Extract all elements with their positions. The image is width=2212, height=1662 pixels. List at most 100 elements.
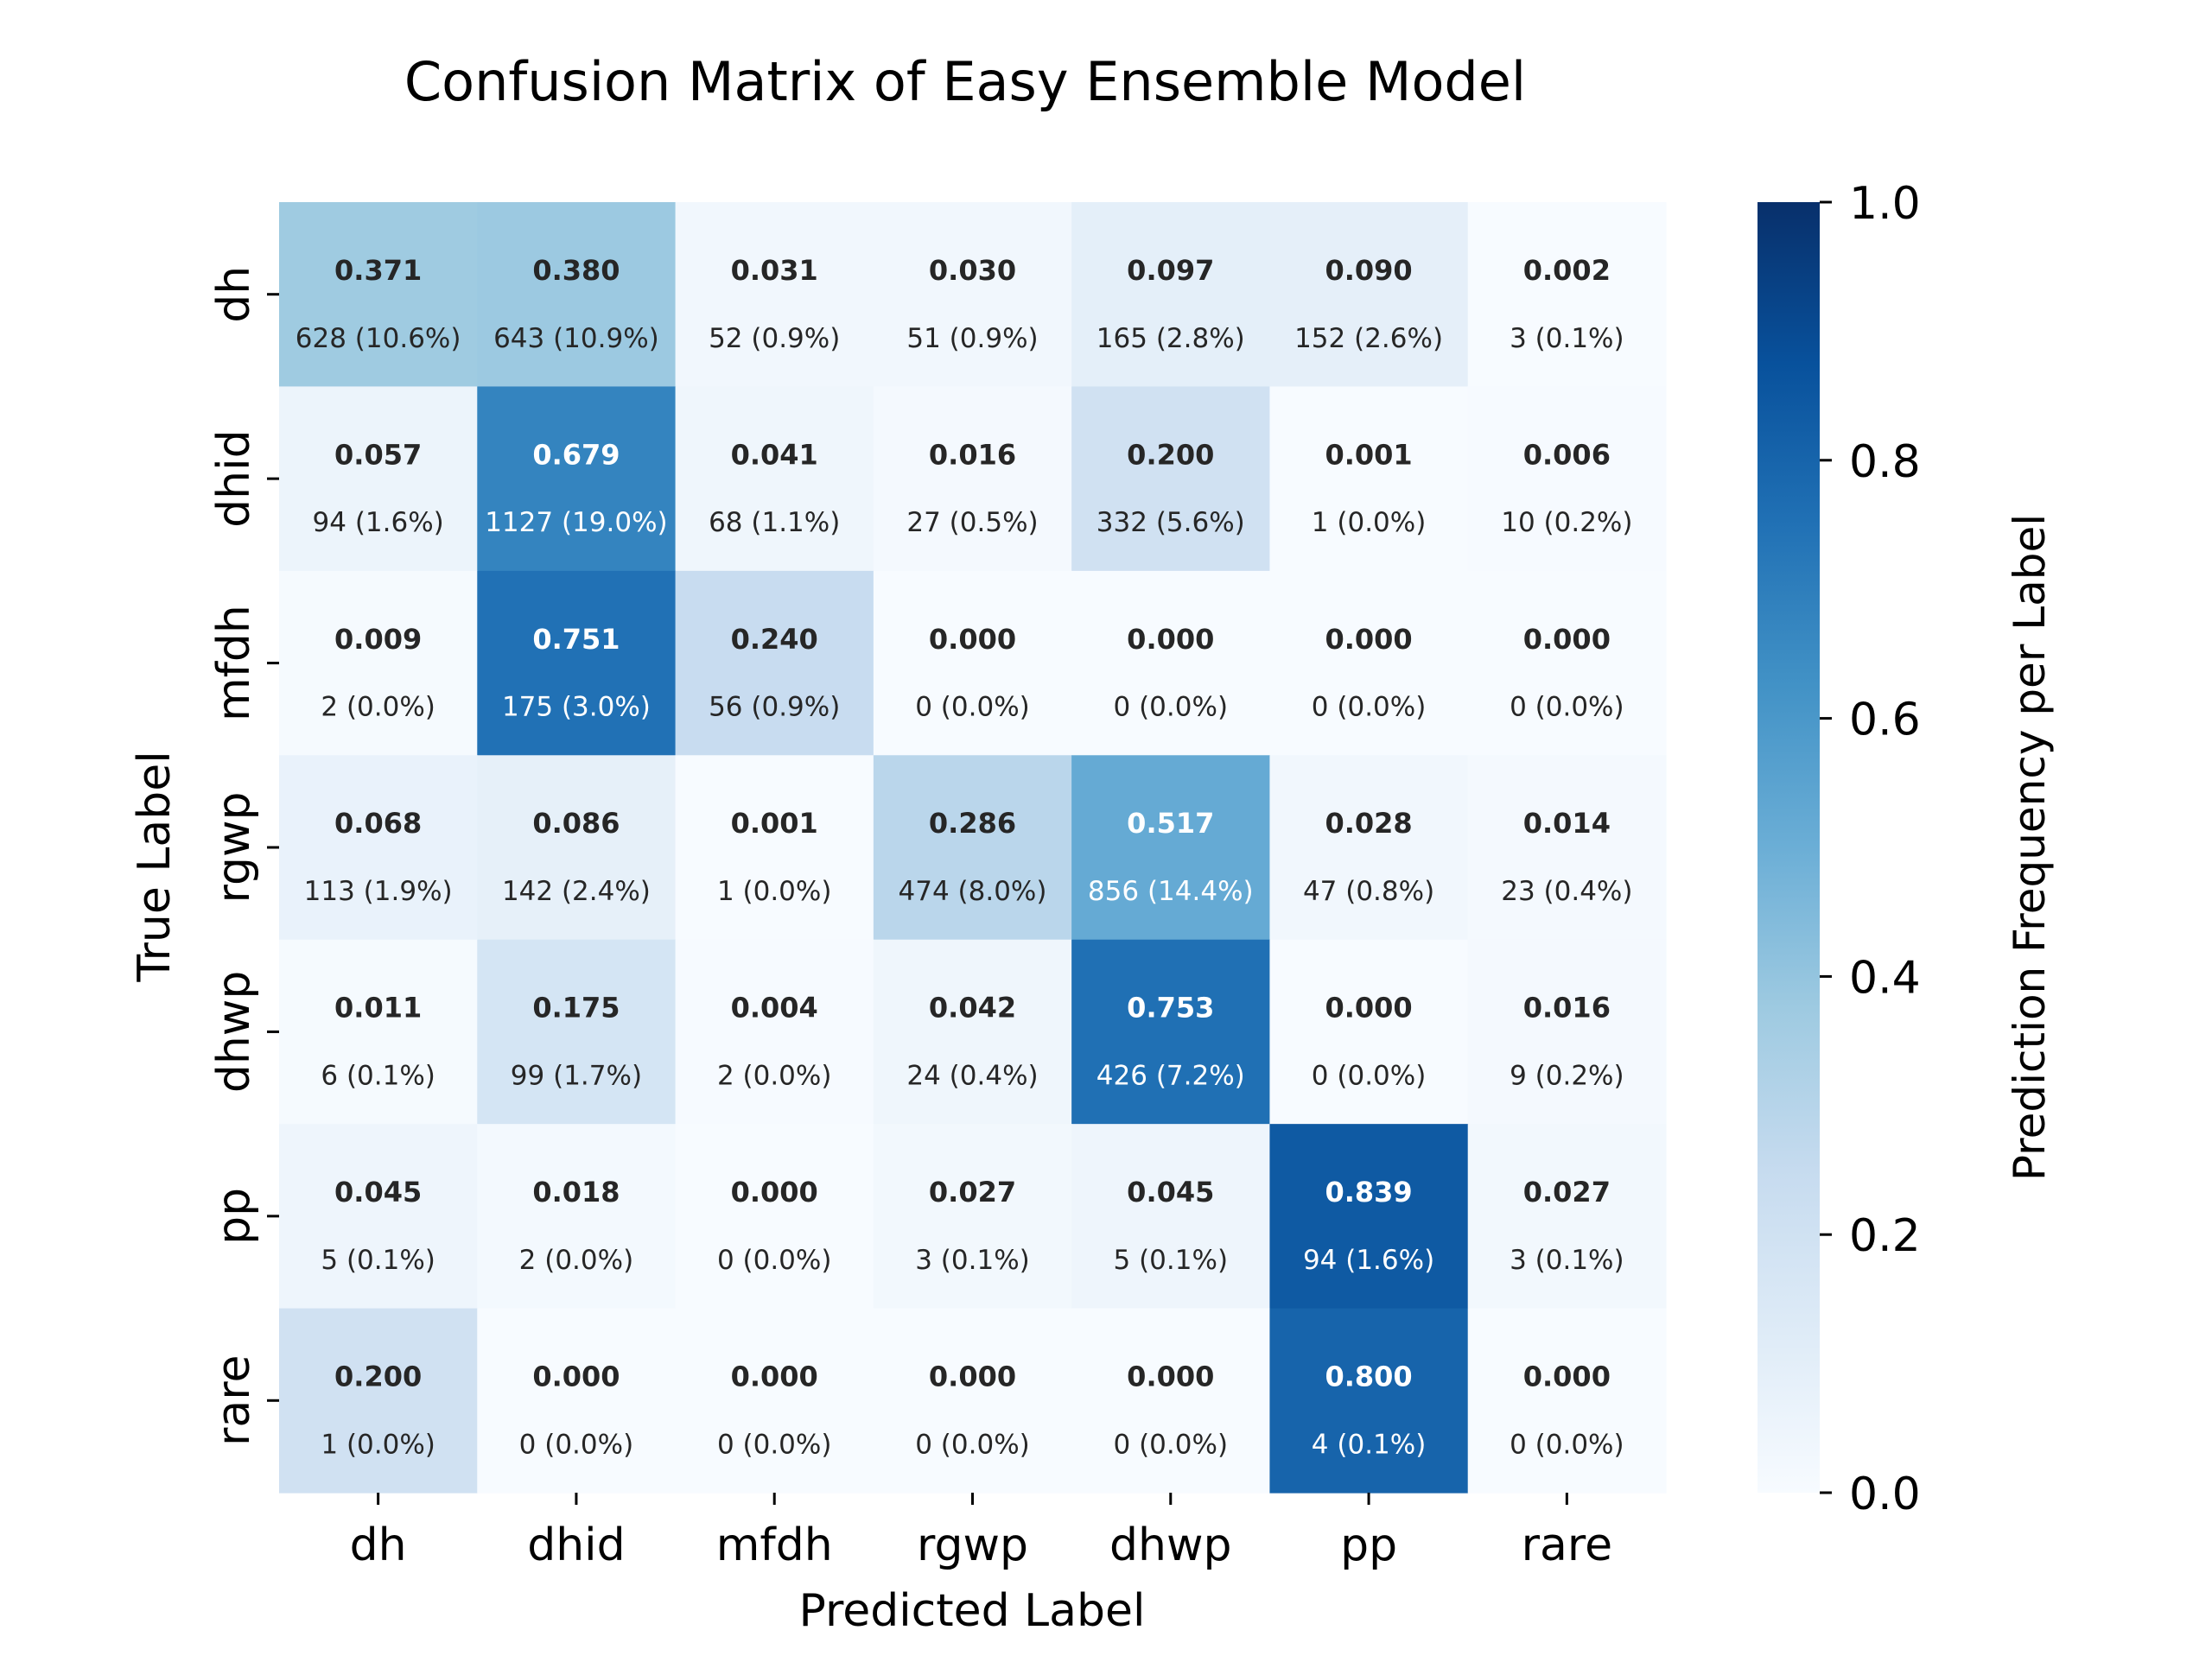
cell-value-label: 0.045 [334,1176,422,1208]
heatmap-cell [1071,202,1271,388]
heatmap-cell [477,1124,677,1310]
x-tick-label: dhwp [1109,1519,1232,1571]
cell-value-label: 0.045 [1127,1176,1214,1208]
cell-count-label: 68 (1.1%) [709,507,840,538]
heatmap-cell [1467,570,1667,756]
heatmap-cell [675,202,874,388]
heatmap-cell [675,570,874,756]
cell-count-label: 4 (0.1%) [1312,1429,1427,1460]
heatmap-cell [279,1124,478,1310]
heatmap-cell [1269,755,1469,941]
x-tick-label: mfdh [716,1519,833,1571]
cell-value-label: 0.175 [532,992,620,1024]
cell-count-label: 426 (7.2%) [1096,1061,1245,1092]
cell-value-label: 0.000 [1127,623,1214,656]
y-tick-label: mfdh [208,605,260,721]
cell-value-label: 0.001 [1325,438,1412,471]
cell-value-label: 0.000 [731,1360,818,1392]
cell-count-label: 175 (3.0%) [502,692,651,723]
heatmap-cell [1269,202,1469,388]
cell-value-label: 0.380 [532,254,620,287]
cell-count-label: 3 (0.1%) [915,1245,1030,1276]
cell-value-label: 0.041 [731,438,818,471]
cell-count-label: 1 (0.0%) [717,876,832,907]
cell-count-label: 628 (10.6%) [296,323,461,354]
heatmap-cell [477,570,677,756]
heatmap-cell-labels: 0.371 628 (10.6%) 0.380 643 (10.9%) 0.031 52 … [296,254,1633,1460]
cell-count-label: 3 (0.1%) [1510,1245,1624,1276]
heatmap-cell [477,202,677,388]
heatmap-cell [1269,386,1469,572]
cell-value-label: 0.016 [929,438,1016,471]
colorbar-ticks: 0.0 0.2 0.4 0.6 0.8 1.0 [1820,178,1921,1520]
heatmap-cell [873,1308,1072,1494]
heatmap-cell [1467,1124,1667,1310]
colorbar: 0.0 0.2 0.4 0.6 0.8 1.0 Prediction Frequency … [1758,178,2055,1520]
cell-count-label: 0 (0.0%) [1510,1429,1624,1460]
cell-value-label: 0.200 [334,1360,422,1392]
heatmap-cell [873,1124,1072,1310]
cell-count-label: 0 (0.0%) [1312,1061,1427,1092]
heatmap-cell [1071,939,1271,1125]
cell-value-label: 0.090 [1325,254,1412,287]
x-tick-label: pp [1340,1519,1397,1571]
colorbar-tick-label: 0.6 [1849,695,1921,746]
cell-count-label: 152 (2.6%) [1294,323,1443,354]
cell-value-label: 0.009 [334,623,422,656]
cell-value-label: 0.200 [1127,438,1214,471]
cell-count-label: 0 (0.0%) [915,1429,1030,1460]
heatmap-cell [1467,755,1667,941]
heatmap-cell [279,755,478,941]
heatmap-cell [477,755,677,941]
heatmap-cell [1071,570,1271,756]
heatmap-cell [873,755,1072,941]
cell-value-label: 0.016 [1523,992,1611,1024]
cell-count-label: 10 (0.2%) [1501,507,1632,538]
cell-value-label: 0.031 [731,254,818,287]
cell-count-label: 2 (0.0%) [717,1061,832,1092]
cell-value-label: 0.240 [731,623,818,656]
colorbar-tick-label: 0.0 [1849,1469,1921,1520]
cell-value-label: 0.000 [1523,1360,1611,1392]
cell-count-label: 47 (0.8%) [1303,876,1434,907]
cell-count-label: 2 (0.0%) [321,692,435,723]
cell-count-label: 23 (0.4%) [1501,876,1632,907]
cell-count-label: 0 (0.0%) [1114,1429,1229,1460]
cell-count-label: 165 (2.8%) [1096,323,1245,354]
cell-value-label: 0.002 [1523,254,1611,287]
cell-value-label: 0.086 [532,807,620,840]
y-tick-label: dhwp [208,971,260,1094]
cell-count-label: 1127 (19.0%) [485,507,667,538]
colorbar-label: Prediction Frequency per Label [2005,514,2055,1181]
heatmap-cell [279,386,478,572]
y-tick-label: rare [208,1355,260,1446]
cell-count-label: 9 (0.2%) [1510,1061,1624,1092]
cell-count-label: 3 (0.1%) [1510,323,1624,354]
cell-count-label: 5 (0.1%) [1114,1245,1229,1276]
cell-count-label: 0 (0.0%) [717,1429,832,1460]
heatmap-cell [279,202,478,388]
heatmap-cells [279,202,1667,1494]
heatmap-cell [1467,386,1667,572]
cell-count-label: 94 (1.6%) [1303,1245,1434,1276]
heatmap-cell [1269,939,1469,1125]
heatmap-cell [1467,202,1667,388]
heatmap-cell [873,386,1072,572]
cell-count-label: 332 (5.6%) [1096,507,1245,538]
heatmap-cell [477,1308,677,1494]
heatmap-cell [675,939,874,1125]
cell-count-label: 24 (0.4%) [906,1061,1038,1092]
heatmap-cell [675,386,874,572]
heatmap-cell [1467,1308,1667,1494]
heatmap-cell [1071,755,1271,941]
x-tick-label: rare [1522,1519,1612,1571]
cell-value-label: 0.027 [1523,1176,1611,1208]
heatmap-cell [477,386,677,572]
cell-value-label: 0.839 [1325,1176,1412,1208]
cell-value-label: 0.097 [1127,254,1214,287]
cell-value-label: 0.001 [731,807,818,840]
heatmap-cell [1467,939,1667,1125]
x-axis: dh dhid mfdh rgwp dhwp pp rare [350,1493,1612,1571]
cell-value-label: 0.000 [929,1360,1016,1392]
